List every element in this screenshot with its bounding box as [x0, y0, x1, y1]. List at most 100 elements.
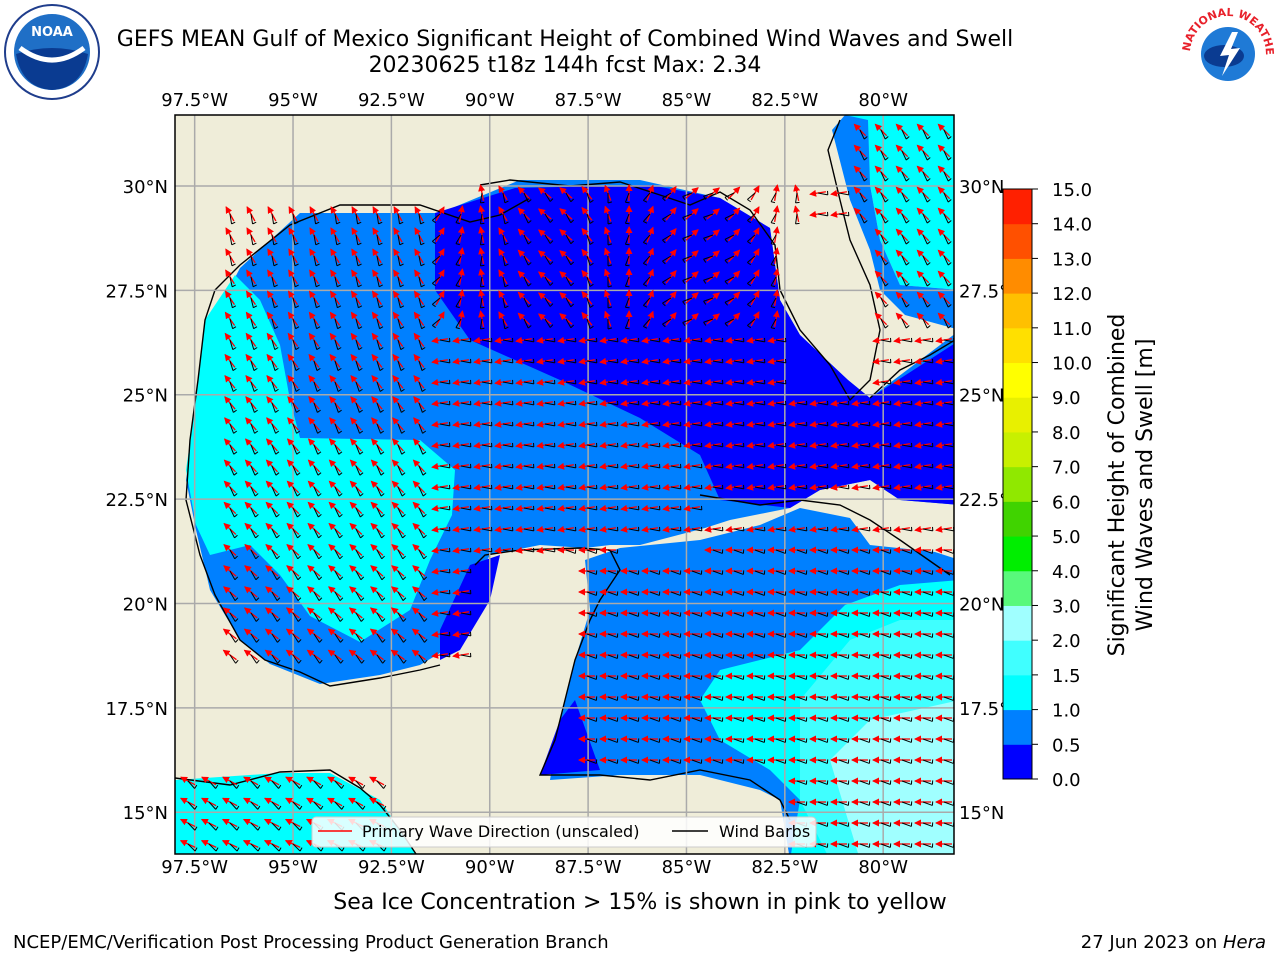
wind-barb-flag-679 [319, 639, 323, 643]
wind-barb-385 [838, 423, 849, 427]
wind-barb-19 [565, 192, 572, 203]
wind-barb-465 [313, 486, 319, 497]
wind-barb-287 [901, 360, 912, 364]
wind-barb-341 [649, 402, 660, 406]
wind-barb-608 [817, 570, 828, 575]
wind-barb-flag-10 [863, 178, 868, 182]
wind-barb-259 [229, 360, 234, 371]
wind-barb-flag-117 [504, 263, 509, 267]
wind-barb-flag-150 [549, 282, 554, 286]
wind-barb-flag-80 [378, 242, 383, 246]
wind-barb-675 [229, 633, 236, 643]
wind-barb-flag-20 [589, 199, 594, 203]
lon-label-bottom-4: 87.5°W [555, 857, 622, 878]
wind-barb-493 [901, 486, 912, 490]
wind-barb-flag-360 [317, 430, 322, 434]
wind-barb-299 [418, 381, 423, 392]
wind-barb-flag-159 [724, 281, 729, 285]
wind-barb-342 [670, 402, 681, 406]
wind-barb-flag-267 [400, 367, 405, 371]
wind-barb-flag-524 [339, 534, 343, 539]
wind-barb-flag-173 [379, 305, 384, 309]
colorbar-bin-11 [1003, 362, 1032, 398]
wind-barb-487 [775, 486, 786, 490]
wind-barb-229 [250, 339, 255, 350]
wind-barb-261 [271, 360, 276, 371]
wind-barb-147 [479, 276, 483, 287]
wind-barb-flag-91 [607, 243, 613, 246]
lat-label-left-5: 17.5°N [105, 699, 168, 720]
wind-barb-flag-39 [252, 221, 257, 225]
wind-barb-130 [770, 255, 777, 265]
wind-barb-559 [334, 549, 341, 560]
wind-barb-flag-174 [400, 305, 405, 309]
wind-barb-flag-235 [379, 347, 384, 351]
wind-barb-55 [586, 213, 591, 224]
wind-barb-631 [670, 591, 681, 596]
wind-barb-658 [607, 612, 618, 617]
lat-label-left-6: 15°N [123, 803, 168, 824]
wind-barb-14 [943, 171, 949, 182]
wind-barb-flag-74 [252, 242, 257, 246]
wind-barb-flag-205 [400, 326, 405, 330]
colorbar-bin-2 [1003, 674, 1032, 711]
wind-barb-10 [859, 171, 865, 182]
wind-barb-flag-201 [316, 326, 321, 330]
wind-barb-flag-108 [315, 263, 320, 267]
wind-barb-flag-191 [747, 304, 751, 308]
wind-barb-579 [838, 549, 849, 554]
wind-barb-157 [682, 276, 693, 281]
wind-barb-636 [775, 591, 786, 596]
wind-barb-188 [682, 297, 693, 302]
wind-barb-flag-101 [905, 241, 910, 245]
wind-barb-flag-26 [703, 195, 707, 200]
wind-barb-379 [712, 423, 723, 427]
wind-barb-118 [523, 255, 529, 266]
wind-barb-flag-365 [422, 430, 427, 434]
wind-barb-72 [943, 213, 949, 224]
wind-barb-542 [712, 528, 723, 532]
wind-barb-flag-23 [643, 200, 648, 203]
wind-barb-flag-615 [234, 597, 239, 601]
wind-barb-586 [250, 570, 257, 580]
wind-barb-318 [901, 381, 912, 385]
wind-barb-665 [754, 612, 765, 617]
wind-barb-54 [565, 213, 572, 224]
wind-barb-571 [586, 549, 597, 554]
wind-barb-86 [502, 234, 506, 245]
wind-barb-flag-262 [295, 367, 300, 371]
wind-barb-flag-295 [337, 388, 342, 392]
wind-barb-545 [775, 528, 786, 532]
wind-barb-332 [460, 402, 471, 406]
wind-barb-404 [502, 444, 513, 448]
wind-barb-534 [544, 528, 555, 532]
wind-barb-410 [628, 444, 639, 448]
wind-barb-132 [901, 255, 907, 266]
wind-barb-flag-675 [235, 639, 239, 643]
wind-barb-58 [642, 213, 651, 222]
wind-barb-230 [271, 339, 276, 350]
wind-barb-35 [901, 192, 907, 203]
wind-barb-426 [229, 465, 235, 476]
wind-barb-139 [313, 276, 317, 287]
coastline-gulf [185, 119, 951, 821]
wind-barb-310 [649, 381, 660, 385]
wind-barb-357 [250, 423, 256, 434]
wind-barb-369 [502, 423, 513, 427]
wind-barb-126 [682, 255, 693, 260]
wind-barb-647 [271, 612, 278, 622]
wind-barb-1 [880, 129, 886, 140]
wind-barb-flag-203 [358, 326, 363, 330]
wind-barb-12 [901, 171, 907, 182]
wind-barb-383 [796, 423, 807, 427]
wind-barb-650 [334, 612, 341, 622]
wind-barb-flag-139 [315, 284, 320, 288]
wind-barb-flag-228 [232, 347, 237, 351]
wind-barb-442 [565, 465, 576, 469]
wind-barb-625 [439, 591, 450, 595]
wind-barb-573 [712, 549, 723, 554]
wind-barb-544 [754, 528, 765, 532]
wave-fill-0.0-0.5-north [435, 185, 954, 508]
wind-barb-flag-218 [662, 323, 666, 328]
lon-label-top-2: 92.5°W [358, 90, 425, 111]
